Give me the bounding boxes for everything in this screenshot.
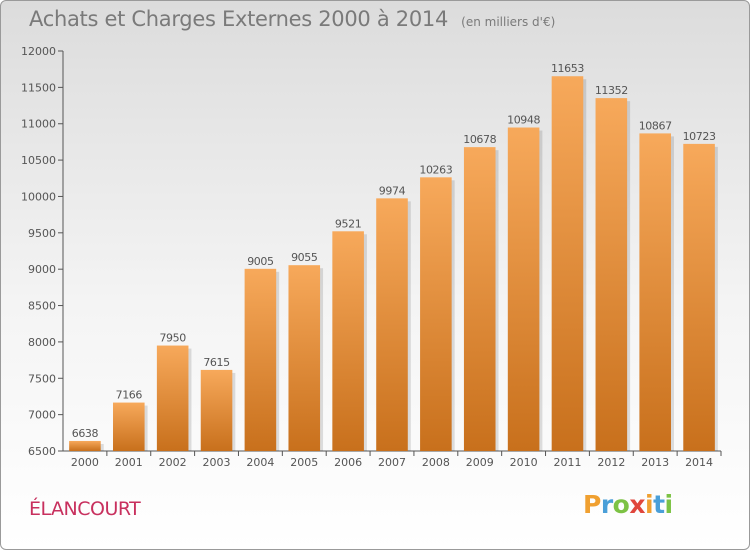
y-tick-label: 11000 xyxy=(21,118,56,131)
y-tick-label: 11500 xyxy=(21,81,56,94)
bar xyxy=(639,133,671,451)
bar xyxy=(420,177,452,451)
bar-value-label: 10867 xyxy=(639,119,672,132)
x-tick-label: 2012 xyxy=(597,456,625,469)
commune-name: ÉLANCOURT xyxy=(29,498,141,520)
x-tick-label: 2005 xyxy=(290,456,318,469)
chart-title: Achats et Charges Externes 2000 à 2014 (… xyxy=(29,7,555,31)
bar xyxy=(376,198,408,451)
bar xyxy=(244,268,277,451)
y-tick-label: 12000 xyxy=(21,45,56,58)
bar xyxy=(288,265,321,451)
bar-value-label: 10263 xyxy=(419,163,452,176)
logo-letter: P xyxy=(583,490,601,519)
unit-text: (en milliers d'€) xyxy=(461,15,556,29)
x-tick-label: 2014 xyxy=(685,456,713,469)
y-tick-label: 6500 xyxy=(28,445,56,458)
bar-value-label: 9005 xyxy=(247,255,274,268)
y-tick-label: 8000 xyxy=(28,336,56,349)
bar-value-label: 7615 xyxy=(203,356,230,369)
x-tick-label: 2013 xyxy=(641,456,669,469)
x-tick-label: 2004 xyxy=(246,456,274,469)
bar xyxy=(683,143,715,451)
bar-value-label: 7166 xyxy=(116,389,143,402)
bar xyxy=(69,440,101,451)
logo-letter: t xyxy=(653,490,665,519)
y-tick-label: 9500 xyxy=(28,227,56,240)
logo-letter: i xyxy=(645,490,654,519)
logo-letter: x xyxy=(629,490,645,519)
x-tick-label: 2009 xyxy=(466,456,494,469)
bar xyxy=(200,369,233,451)
bar xyxy=(507,127,540,451)
bar-value-label: 6638 xyxy=(72,427,99,440)
x-tick-label: 2003 xyxy=(203,456,231,469)
y-tick-label: 10000 xyxy=(21,190,56,203)
x-tick-label: 2006 xyxy=(334,456,362,469)
x-tick-label: 2001 xyxy=(115,456,143,469)
bar-value-label: 10723 xyxy=(683,130,716,143)
x-tick-label: 2007 xyxy=(378,456,406,469)
y-tick-label: 7500 xyxy=(28,372,56,385)
bar-value-label: 11653 xyxy=(551,62,584,75)
bar-value-label: 7950 xyxy=(159,332,186,345)
bar xyxy=(113,402,145,451)
bar xyxy=(551,76,584,452)
x-tick-label: 2000 xyxy=(71,456,99,469)
logo-letter: r xyxy=(600,490,613,519)
bar xyxy=(463,147,496,452)
y-tick-label: 10500 xyxy=(21,154,56,167)
bar-value-label: 10948 xyxy=(507,114,540,127)
bar-value-label: 11352 xyxy=(595,84,628,97)
bar-value-label: 9055 xyxy=(291,251,318,264)
y-tick-label: 8500 xyxy=(28,300,56,313)
bar xyxy=(595,98,628,452)
bar xyxy=(156,345,189,451)
bar-value-label: 9521 xyxy=(335,217,361,230)
bar xyxy=(332,231,364,451)
x-tick-label: 2010 xyxy=(510,456,538,469)
proxiti-logo: Proxiti xyxy=(583,490,673,519)
x-tick-label: 2008 xyxy=(422,456,450,469)
logo-letter: i xyxy=(664,490,674,519)
y-tick-label: 7000 xyxy=(28,409,56,422)
x-tick-label: 2002 xyxy=(159,456,187,469)
title-text: Achats et Charges Externes 2000 à 2014 xyxy=(29,7,449,31)
logo-letter: o xyxy=(612,490,630,519)
y-tick-label: 9000 xyxy=(28,263,56,276)
bar-value-label: 9974 xyxy=(379,184,406,197)
bar-value-label: 10678 xyxy=(463,133,496,146)
x-tick-label: 2011 xyxy=(553,456,581,469)
